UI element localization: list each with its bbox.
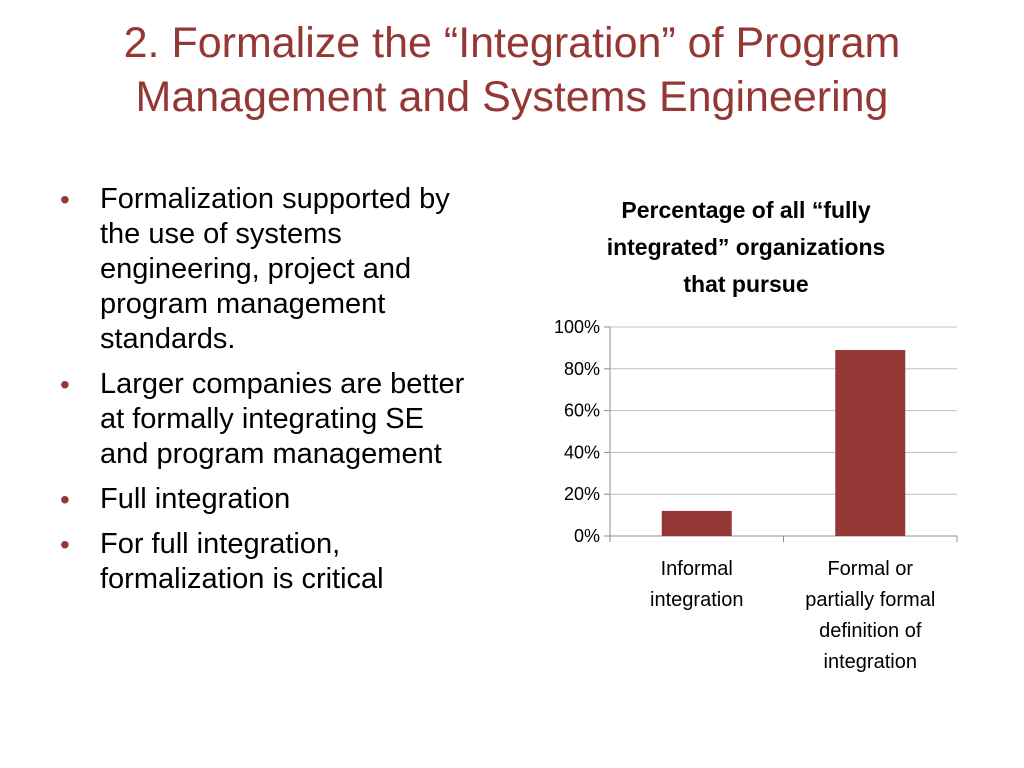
bullet-icon: • xyxy=(60,484,70,515)
y-tick-label: 40% xyxy=(564,442,600,462)
bullet-text: Larger companies are better at formally … xyxy=(100,368,465,470)
y-tick-label: 20% xyxy=(564,484,600,504)
bullet-text: For full integration, formalization is c… xyxy=(100,528,384,595)
x-tick-label: Informal xyxy=(661,558,733,580)
chart-title: that pursue xyxy=(683,271,808,297)
bullet-icon: • xyxy=(60,369,70,400)
y-tick-label: 0% xyxy=(574,526,600,546)
x-tick-label: definition of xyxy=(819,620,922,642)
y-tick-label: 80% xyxy=(564,359,600,379)
bullet-icon: • xyxy=(60,184,70,215)
bullet-icon: • xyxy=(60,529,70,560)
title-line-1: 2. Formalize the “Integration” of Progra… xyxy=(123,19,901,67)
bullet-text: Formalization supported by the use of sy… xyxy=(100,183,450,355)
chart-title: Percentage of all “fully xyxy=(621,197,870,223)
x-tick-label: partially formal xyxy=(805,589,935,611)
page-title: 2. Formalize the “Integration” of Progra… xyxy=(40,16,984,124)
x-tick-label: Formal or xyxy=(827,558,913,580)
y-tick-label: 60% xyxy=(564,401,600,421)
x-tick-label: integration xyxy=(650,589,743,611)
list-item: • For full integration, formalization is… xyxy=(58,527,478,597)
bar xyxy=(835,349,906,536)
bar-chart: Percentage of all “fully integrated” orga… xyxy=(554,197,958,673)
list-item: • Full integration xyxy=(58,482,478,517)
bullet-text: Full integration xyxy=(100,483,291,515)
list-item: • Larger companies are better at formall… xyxy=(58,367,478,472)
bullet-list: • Formalization supported by the use of … xyxy=(58,182,478,607)
list-item: • Formalization supported by the use of … xyxy=(58,182,478,357)
y-tick-label: 100% xyxy=(554,317,600,337)
title-line-2: Management and Systems Engineering xyxy=(135,73,889,121)
x-tick-label: integration xyxy=(824,651,917,673)
chart-title: integrated” organizations xyxy=(607,234,886,260)
bar xyxy=(661,510,732,536)
